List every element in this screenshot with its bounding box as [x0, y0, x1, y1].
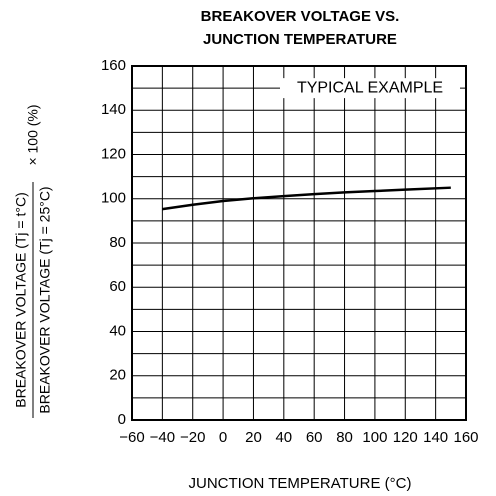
chart-title: BREAKOVER VOLTAGE VS. — [201, 8, 400, 25]
y-tick-label: 40 — [109, 322, 126, 339]
y-axis-label: BREAKOVER VOLTAGE (Tj = 25°C) — [37, 186, 53, 413]
plot-frame — [131, 65, 467, 421]
annotation: TYPICAL EXAMPLE — [297, 79, 443, 96]
x-tick-label: −20 — [180, 429, 205, 446]
y-tick-label: 20 — [109, 367, 126, 384]
y-axis-label: BREAKOVER VOLTAGE (Tj = t°C) — [13, 192, 29, 408]
x-tick-label: 20 — [245, 429, 262, 446]
y-tick-label: 140 — [101, 101, 126, 118]
x-tick-label: −60 — [119, 429, 144, 446]
x-tick-label: 60 — [306, 429, 323, 446]
line — [162, 186, 451, 211]
x-tick-label: 160 — [453, 429, 478, 446]
x-tick-label: 140 — [423, 429, 448, 446]
x-tick-label: −40 — [150, 429, 175, 446]
annotation-bg — [280, 78, 460, 99]
x-axis-label: JUNCTION TEMPERATURE (°C) — [189, 475, 412, 492]
x-tick-label: 40 — [275, 429, 292, 446]
y-axis-label-group: BREAKOVER VOLTAGE (Tj = t°C) BREAKOVER V… — [13, 104, 53, 418]
y-tick-label: 100 — [101, 190, 126, 207]
x-tick-label: 80 — [336, 429, 353, 446]
y-tick-label: 60 — [109, 278, 126, 295]
chart-title: JUNCTION TEMPERATURE — [203, 31, 397, 48]
y-axis-label: × 100 (%) — [25, 104, 41, 165]
y-tick-label: 0 — [118, 411, 126, 428]
x-tick-label: 100 — [362, 429, 387, 446]
y-tick-label: 80 — [109, 234, 126, 251]
x-tick-label: 120 — [393, 429, 418, 446]
y-tick-label: 120 — [101, 145, 126, 162]
y-tick-label: 160 — [101, 57, 126, 74]
x-tick-label: 0 — [219, 429, 227, 446]
